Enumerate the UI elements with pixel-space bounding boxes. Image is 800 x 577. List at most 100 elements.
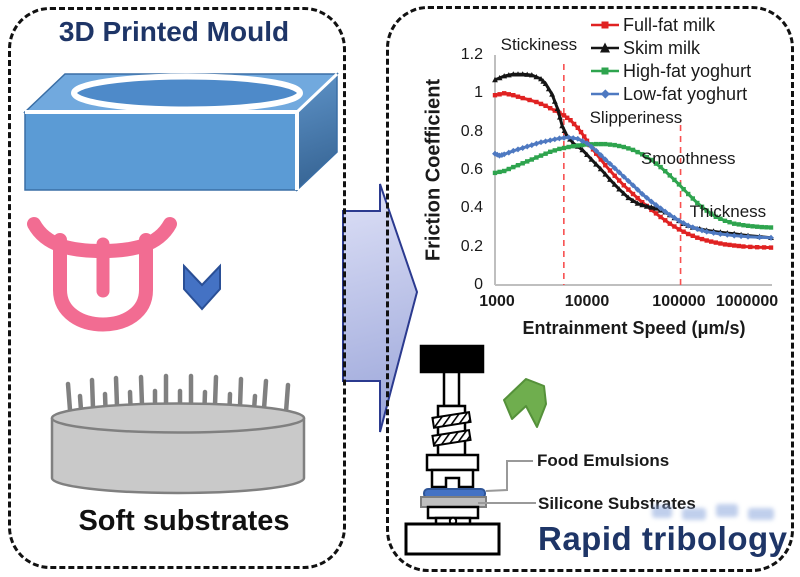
marker <box>575 143 580 148</box>
marker <box>761 245 767 250</box>
y-tick-label: 1.2 <box>460 46 483 63</box>
marker <box>745 223 751 228</box>
marker <box>732 243 737 248</box>
marker <box>496 75 503 81</box>
marker <box>497 169 502 175</box>
marker <box>515 94 521 99</box>
tongue-icon <box>27 217 177 332</box>
marker <box>741 223 746 228</box>
marker <box>667 221 672 226</box>
marker <box>630 191 636 197</box>
marker <box>542 80 549 86</box>
chart-annotation: Smoothness <box>640 148 736 168</box>
marker <box>649 157 654 163</box>
marker <box>709 211 714 216</box>
marker <box>630 197 636 203</box>
marker <box>663 169 668 174</box>
marker <box>579 146 586 153</box>
marker <box>741 244 746 249</box>
marker <box>736 243 741 249</box>
soft-substrate-cylinder-icon <box>50 373 306 495</box>
marker <box>561 145 567 151</box>
x-tick-label: 100000 <box>652 293 706 310</box>
marker <box>533 74 540 80</box>
marker <box>552 108 557 113</box>
marker <box>559 122 566 129</box>
marker <box>620 190 627 196</box>
legend-label: Low-fat yoghurt <box>623 83 748 104</box>
marker <box>722 242 728 247</box>
marker <box>607 142 613 147</box>
marker <box>764 225 769 230</box>
marker <box>548 149 553 154</box>
marker <box>527 97 532 103</box>
legend-marker-icon <box>591 42 619 52</box>
marker <box>557 146 562 152</box>
y-tick-label: 0.4 <box>460 199 483 217</box>
marker <box>626 187 631 192</box>
marker <box>699 236 705 242</box>
marker <box>681 187 686 192</box>
chart-annotation: Stickiness <box>500 35 578 55</box>
marker <box>718 241 723 246</box>
marker <box>617 143 622 149</box>
marker <box>603 141 608 147</box>
marker <box>755 224 760 229</box>
marker <box>561 113 567 118</box>
marker <box>542 138 549 145</box>
marker <box>505 72 512 78</box>
marker <box>580 142 585 148</box>
marker <box>519 71 526 77</box>
marker <box>545 86 552 92</box>
marker <box>667 173 672 178</box>
marker <box>625 194 632 201</box>
marker <box>506 92 511 97</box>
tribometer-device-icon <box>404 344 501 556</box>
marker <box>718 216 723 221</box>
marker <box>658 164 663 170</box>
marker <box>603 163 608 168</box>
marker <box>584 151 590 157</box>
marker <box>690 233 695 238</box>
marker <box>597 166 604 172</box>
marker <box>676 182 682 187</box>
marker <box>528 72 535 78</box>
marker <box>612 173 617 178</box>
marker <box>644 155 649 160</box>
marker <box>502 168 507 174</box>
marker <box>663 218 668 223</box>
marker <box>548 106 553 111</box>
left-panel-title: 3D Printed Mould <box>58 16 290 47</box>
marker <box>602 171 609 177</box>
marker <box>538 101 544 107</box>
marker <box>616 186 623 192</box>
y-tick-label: 0.6 <box>460 161 483 178</box>
marker <box>515 163 521 168</box>
marker <box>565 115 570 120</box>
marker <box>639 202 646 208</box>
legend-item: High-fat yoghurt <box>590 59 751 82</box>
marker <box>626 146 631 151</box>
y-tick-label: 0.2 <box>460 237 483 255</box>
marker <box>515 71 521 77</box>
marker <box>492 93 498 98</box>
marker <box>727 242 732 248</box>
marker <box>510 147 517 154</box>
marker <box>704 208 709 213</box>
marker <box>695 235 700 240</box>
silicone-substrates-label: Silicone Substrates <box>538 494 696 513</box>
x-tick-label: 10000 <box>564 293 610 310</box>
marker <box>640 152 645 157</box>
marker <box>525 159 530 164</box>
marker <box>506 166 511 172</box>
marker <box>575 125 580 130</box>
marker <box>520 161 525 166</box>
marker <box>768 245 774 250</box>
marker <box>547 137 554 144</box>
marker <box>713 214 718 219</box>
marker <box>686 191 691 197</box>
marker <box>505 149 512 156</box>
marker <box>607 176 613 182</box>
marker <box>566 144 571 150</box>
